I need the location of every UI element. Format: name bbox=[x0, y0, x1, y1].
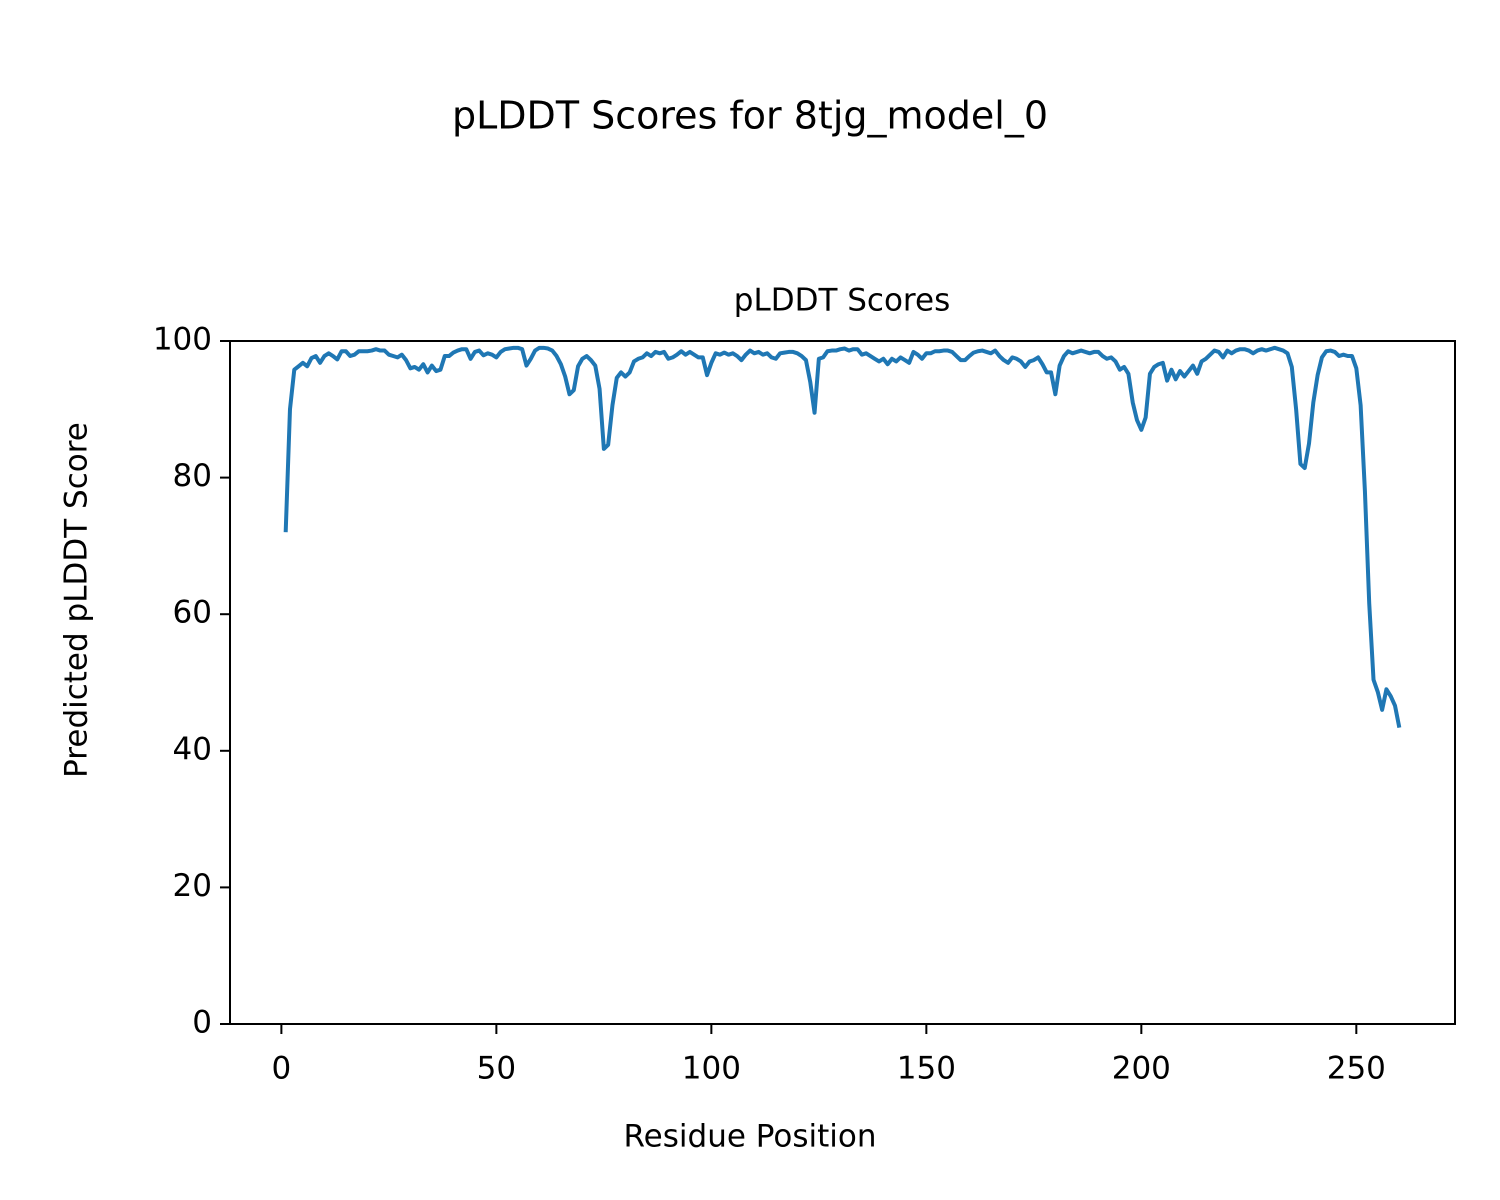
x-tick-label: 100 bbox=[682, 1051, 741, 1087]
y-tick-label: 60 bbox=[173, 595, 212, 631]
y-tick-label: 100 bbox=[153, 322, 212, 358]
chart-title: pLDDT Scores bbox=[734, 283, 950, 319]
y-tick-label: 0 bbox=[192, 1005, 212, 1041]
x-axis-label: Residue Position bbox=[624, 1119, 877, 1155]
axes-frame bbox=[229, 340, 1456, 1025]
chart-suptitle: pLDDT Scores for 8tjg_model_0 bbox=[452, 94, 1048, 138]
y-tick-label: 40 bbox=[173, 731, 212, 767]
x-tick-label: 50 bbox=[477, 1051, 516, 1087]
x-tick-label: 0 bbox=[272, 1051, 292, 1087]
x-tick-label: 250 bbox=[1327, 1051, 1386, 1087]
x-tick-label: 200 bbox=[1112, 1051, 1171, 1087]
data-line bbox=[283, 345, 1402, 728]
y-tick-label: 80 bbox=[173, 458, 212, 494]
y-axis-label: Predicted pLDDT Score bbox=[59, 422, 95, 778]
x-tick-label: 150 bbox=[897, 1051, 956, 1087]
y-tick-label: 20 bbox=[173, 868, 212, 904]
